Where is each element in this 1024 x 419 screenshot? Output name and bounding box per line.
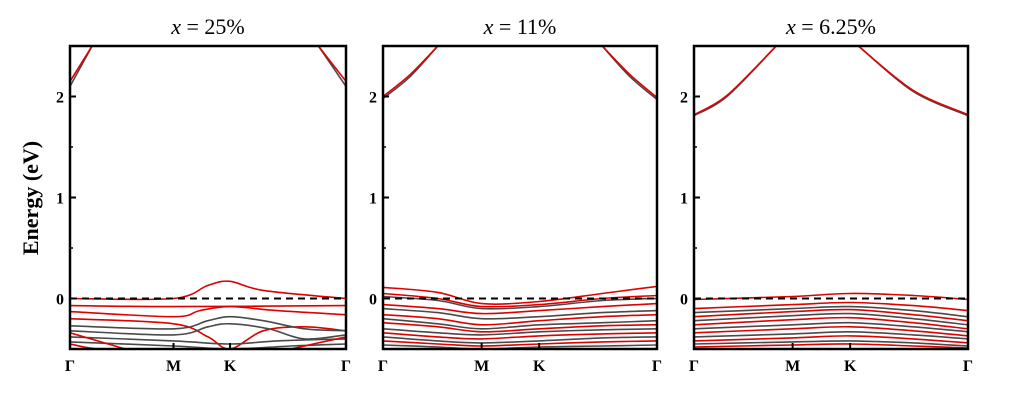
plot-frame: [68, 44, 348, 351]
band-red-7: [70, 305, 346, 318]
band-red-4: [317, 46, 346, 82]
kpoint-label-1: Γ: [689, 358, 699, 375]
band-red-8: [694, 308, 968, 322]
kpoint-label-2: M: [166, 358, 181, 375]
y-axis-label: Energy (eV): [18, 141, 43, 255]
band-red-4: [857, 46, 968, 116]
band-red-16: [383, 340, 657, 347]
y-tick-label: 0: [56, 292, 64, 309]
band-panel-2: 0 1 2 Γ M K Γx = 11%: [369, 14, 662, 375]
y-tick-label: 1: [680, 191, 688, 208]
y-tick-label: 2: [680, 90, 688, 107]
panel-title-value: = 11%: [493, 14, 556, 39]
band-dark-13: [694, 330, 968, 340]
band-red-4: [601, 46, 657, 99]
band-red-13: [70, 332, 126, 349]
band-dark-3: [857, 46, 968, 117]
panel-title-variable: x: [483, 14, 494, 39]
band-dark-15: [383, 336, 657, 344]
band-red-12: [694, 325, 968, 337]
band-dark-9: [70, 315, 346, 332]
y-tick-label: 1: [369, 191, 377, 208]
y-tick-label: 2: [369, 90, 377, 107]
band-red-14: [694, 335, 968, 344]
kpoint-label-1: Γ: [378, 358, 388, 375]
band-red-14: [383, 332, 657, 340]
band-red-12: [383, 321, 657, 333]
band-dark-1: [694, 46, 777, 117]
band-red-2: [383, 46, 439, 98]
band-red-16: [694, 343, 968, 349]
band-red-2: [70, 46, 93, 82]
band-lines: [70, 46, 346, 349]
kpoint-label-3: K: [533, 358, 546, 375]
band-red-10: [694, 316, 968, 330]
band-red-6: [694, 301, 968, 312]
panel-title-value: = 6.25%: [796, 14, 876, 39]
y-tick-label: 2: [56, 90, 64, 107]
band-dark-7: [694, 305, 968, 318]
band-red-14: [290, 336, 346, 349]
band-red-6: [70, 304, 346, 308]
kpoint-label-4: Γ: [652, 358, 662, 375]
kpoint-label-1: Γ: [65, 358, 75, 375]
band-red-5: [694, 292, 968, 301]
band-dark-9: [694, 312, 968, 326]
band-panel-1: 0 1 2 Γ M K Γx = 25%: [56, 14, 351, 375]
panel-title: x = 11%: [483, 14, 557, 39]
panel-title-variable: x: [785, 14, 796, 39]
kpoint-label-4: Γ: [341, 358, 351, 375]
panels: 0 1 2 Γ M K Γx = 25% 0 1 2 Γ M K Γx = 11% 0 1 2 Γ M K Γx = 6…: [56, 14, 973, 375]
band-dark-10: [70, 322, 346, 340]
band-lines: [383, 46, 657, 349]
y-tick-label: 0: [369, 292, 377, 309]
y-tick-label: 1: [56, 191, 64, 208]
kpoint-label-4: Γ: [963, 358, 973, 375]
y-tick-label: 0: [680, 292, 688, 309]
kpoint-label-3: K: [224, 358, 237, 375]
band-dark-11: [383, 317, 657, 330]
panel-title: x = 6.25%: [785, 14, 876, 39]
band-dark-7: [383, 295, 657, 310]
band-red-8: [383, 302, 657, 315]
band-dark-11: [694, 321, 968, 333]
panel-title-variable: x: [170, 14, 181, 39]
band-dark-13: [383, 328, 657, 336]
kpoint-label-2: M: [785, 358, 800, 375]
panel-title-value: = 25%: [181, 14, 245, 39]
band-panel-3: 0 1 2 Γ M K Γx = 6.25%: [680, 14, 973, 375]
band-red-2: [694, 46, 777, 116]
band-dark-15: [694, 340, 968, 347]
kpoint-label-3: K: [844, 358, 857, 375]
band-dark-9: [383, 307, 657, 320]
band-red-5: [383, 285, 657, 305]
kpoint-label-2: M: [474, 358, 489, 375]
band-red-10: [383, 313, 657, 326]
band-red-5: [70, 280, 346, 301]
panel-title: x = 25%: [170, 14, 245, 39]
band-lines: [694, 46, 968, 349]
